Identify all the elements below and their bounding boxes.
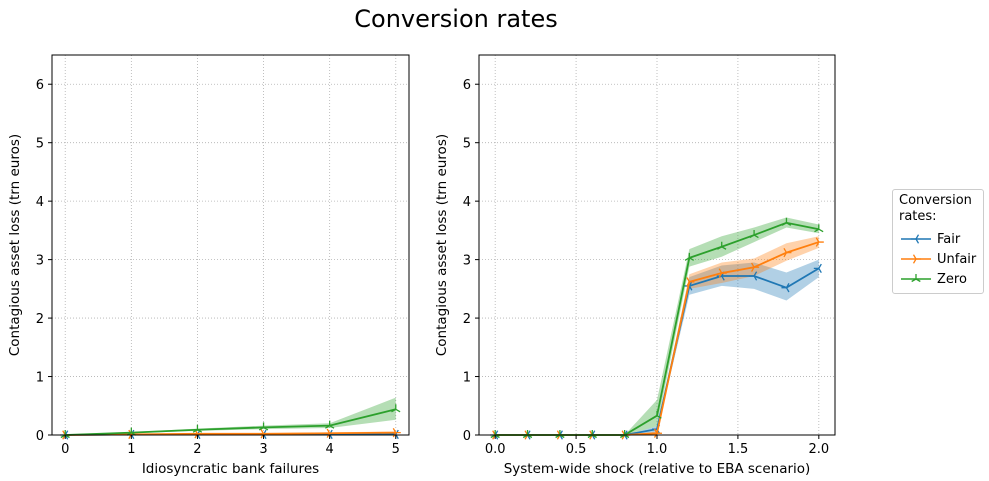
right-band-unfair [495,236,819,435]
right-xaxis-label: System-wide shock (relative to EBA scena… [504,461,811,477]
left-ytick-label-5: 5 [36,137,44,152]
legend-label-unfair: Unfair [937,251,977,267]
right-xtick-label-4: 2.0 [808,442,829,457]
right-yaxis-label: Contagious asset loss (trn euros) [434,134,450,356]
right-point-unfair-10 [815,237,824,247]
left-point-zero-2 [192,424,203,433]
legend-swatch-unfair [901,254,931,264]
left-yaxis-label: Contagious asset loss (trn euros) [7,134,23,356]
left-xtick-label-3: 3 [259,442,267,457]
legend-entry-unfair: Unfair [899,249,979,269]
right-panel: 0.0 0.5 1.0 1.5 2.0 0 1 2 3 4 5 6 System-wide shock … [434,54,836,477]
left-xaxis-label: Idiosyncratic bank failures [142,461,319,477]
right-point-fair-9 [781,283,790,293]
left-xtick-label-4: 4 [326,442,334,457]
right-ytick-label-2: 2 [463,312,471,327]
legend-label-fair: Fair [937,231,961,247]
right-point-zero-8 [749,230,759,239]
left-ytick-label-1: 1 [36,371,44,386]
left-ytick-label-6: 6 [36,78,44,93]
right-point-zero-2 [555,429,565,439]
left-ytick-label-4: 4 [36,195,44,210]
right-point-zero-10 [814,224,824,233]
right-ytick-label-3: 3 [463,254,471,269]
right-point-zero-9 [781,217,792,226]
right-band-fair [495,259,819,435]
legend-entry-zero: Zero [899,269,979,289]
left-point-zero-4 [325,420,335,429]
chart-title: Conversion rates [354,5,557,33]
left-ytick-label-2: 2 [36,312,44,327]
legend-title: Conversion rates: [899,193,972,224]
legend-marker-zero [911,274,921,283]
legend-swatch-fair [901,234,931,244]
left-point-zero-5 [391,404,401,413]
left-xtick-label-2: 2 [193,442,201,457]
right-point-zero-5 [652,410,662,419]
legend: Conversion rates: Fair Unfair Zero [892,189,984,294]
legend-marker-unfair [912,254,921,264]
legend-entry-fair: Fair [899,229,979,249]
right-point-zero-6 [684,252,695,261]
right-point-unfair-8 [751,262,760,272]
right-point-zero-1 [522,429,533,439]
left-axes-frame [51,54,410,436]
right-point-unfair-9 [783,247,792,258]
right-ytick-label-5: 5 [463,137,471,152]
left-xtick-label-1: 1 [127,442,135,457]
legend-swatch-zero [901,274,931,283]
right-point-fair-10 [813,263,822,274]
legend-label-zero: Zero [937,271,967,287]
right-ytick-label-1: 1 [463,371,471,386]
left-ytick-label-3: 3 [36,254,44,269]
right-ytick-label-4: 4 [463,195,471,210]
right-point-unfair-6 [686,277,695,287]
right-xtick-label-0: 0.0 [485,442,506,457]
right-xtick-label-3: 1.5 [728,442,749,457]
left-point-zero-3 [258,422,269,431]
left-xtick-label-0: 0 [61,442,69,457]
left-line-zero [65,408,396,436]
legend-marker-fair [911,234,920,244]
right-xtick-label-1: 0.5 [566,442,587,457]
right-point-zero-3 [587,429,597,439]
right-xtick-label-2: 1.0 [647,442,668,457]
left-ytick-label-0: 0 [36,429,44,444]
right-point-fair-8 [749,271,758,281]
left-panel: 0 1 2 3 4 5 0 1 2 3 4 5 6 Idiosyncratic bank failures… [7,54,410,477]
right-ytick-label-0: 0 [463,429,471,444]
left-xtick-label-5: 5 [392,442,400,457]
right-point-zero-7 [717,241,727,250]
right-point-unfair-7 [718,268,727,278]
right-ytick-label-6: 6 [463,78,471,93]
